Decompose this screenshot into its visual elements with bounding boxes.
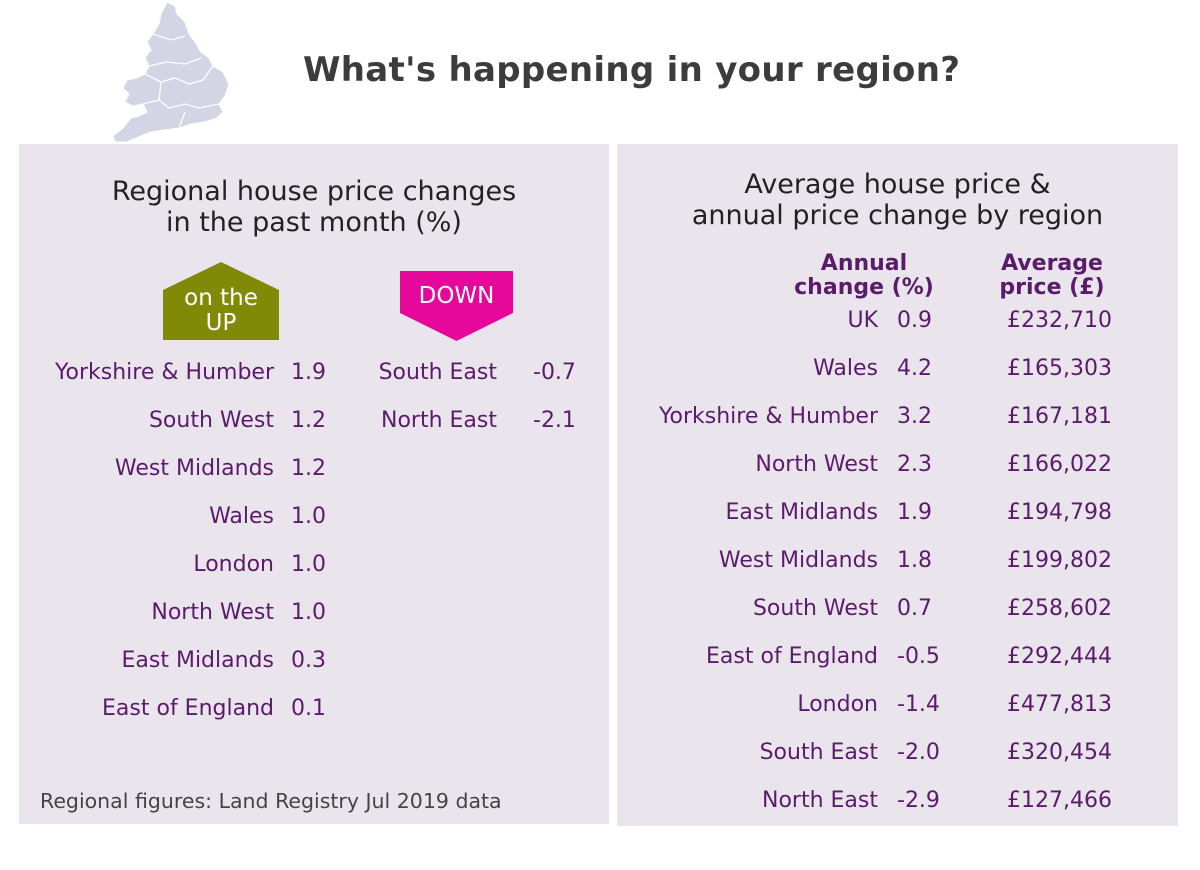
annual-change-header: Annual change (%)	[789, 252, 939, 300]
average-price: £477,813	[1007, 692, 1112, 717]
region-name: East Midlands	[725, 500, 879, 525]
change-value: 1.0	[291, 552, 326, 577]
annual-change: 2.3	[897, 452, 932, 477]
monthly-title-line2: in the past month (%)	[166, 207, 462, 238]
list-item: North East -2.1	[19, 406, 609, 436]
table-row: West Midlands 1.8 £199,802	[617, 546, 1178, 576]
up-badge-line2: UP	[205, 310, 237, 336]
table-row: South West 0.7 £258,602	[617, 594, 1178, 624]
annual-change: 1.9	[897, 500, 932, 525]
list-item: West Midlands 1.2	[19, 454, 609, 484]
change-value: 1.9	[291, 360, 326, 385]
average-price: £320,454	[1007, 740, 1112, 765]
up-badge-label: on the UP	[163, 286, 279, 336]
monthly-title-line1: Regional house price changes	[111, 176, 517, 207]
england-wales-map-icon	[112, 1, 230, 143]
average-price: £127,466	[1007, 788, 1112, 813]
change-value: 1.0	[291, 504, 326, 529]
table-row: North East -2.9 £127,466	[617, 786, 1178, 816]
region-name: West Midlands	[718, 548, 878, 573]
annual-panel-title: Average house price & annual price chang…	[617, 169, 1178, 231]
list-item: Yorkshire & Humber 1.9	[19, 358, 609, 388]
table-row: London -1.4 £477,813	[617, 690, 1178, 720]
down-arrow-icon	[400, 271, 513, 341]
change-header-line1: Annual	[820, 251, 908, 276]
price-header-line1: Average	[1001, 251, 1103, 276]
annual-change: -1.4	[897, 692, 940, 717]
list-item: East Midlands 0.3	[19, 646, 609, 676]
price-header-line2: price (£)	[999, 275, 1105, 300]
table-row: North West 2.3 £166,022	[617, 450, 1178, 480]
region-name: North East	[381, 408, 497, 433]
change-value: 1.2	[291, 408, 326, 433]
table-row: South East -2.0 £320,454	[617, 738, 1178, 768]
down-badge-label: DOWN	[418, 283, 495, 309]
change-value: 1.0	[291, 600, 326, 625]
average-price: £232,710	[1007, 308, 1112, 333]
table-row: East Midlands 1.9 £194,798	[617, 498, 1178, 528]
average-price: £199,802	[1007, 548, 1112, 573]
region-name: Wales	[813, 356, 878, 381]
average-price: £292,444	[1007, 644, 1112, 669]
change-value: -0.7	[533, 360, 576, 385]
average-price: £166,022	[1007, 452, 1112, 477]
list-item: East of England 0.1	[19, 694, 609, 724]
region-name: North East	[762, 788, 878, 813]
monthly-panel-title: Regional house price changes in the past…	[19, 176, 609, 238]
region-name: South East	[378, 360, 497, 385]
region-name: Wales	[209, 504, 274, 529]
up-arrow-icon	[163, 262, 279, 340]
average-price: £165,303	[1007, 356, 1112, 381]
annual-change: 1.8	[897, 548, 932, 573]
annual-title-line1: Average house price &	[744, 169, 1051, 200]
region-name: East of England	[102, 696, 274, 721]
down-badge: DOWN	[400, 271, 513, 341]
source-note: Regional figures: Land Registry Jul 2019…	[40, 789, 502, 813]
region-name: South West	[148, 408, 274, 433]
region-name: East Midlands	[121, 648, 275, 673]
monthly-change-panel: Regional house price changes in the past…	[19, 144, 609, 824]
list-item: South West 1.2	[19, 406, 609, 436]
annual-change-panel: Average house price & annual price chang…	[617, 144, 1178, 826]
region-name: UK	[847, 308, 878, 333]
list-item: London 1.0	[19, 550, 609, 580]
change-value: 0.1	[291, 696, 326, 721]
region-name: London	[797, 692, 878, 717]
change-value: -2.1	[533, 408, 576, 433]
region-name: South West	[752, 596, 878, 621]
region-name: Yorkshire & Humber	[659, 404, 878, 429]
list-item: South East -0.7	[19, 358, 609, 388]
change-value: 0.3	[291, 648, 326, 673]
annual-change: 0.7	[897, 596, 932, 621]
annual-change: -2.9	[897, 788, 940, 813]
region-name: South East	[759, 740, 878, 765]
annual-change: 0.9	[897, 308, 932, 333]
up-badge-line1: on the	[184, 285, 258, 311]
table-row: UK 0.9 £232,710	[617, 306, 1178, 336]
list-item: North West 1.0	[19, 598, 609, 628]
region-name: North West	[755, 452, 878, 477]
average-price: £258,602	[1007, 596, 1112, 621]
table-row: East of England -0.5 £292,444	[617, 642, 1178, 672]
annual-change: 3.2	[897, 404, 932, 429]
list-item: Wales 1.0	[19, 502, 609, 532]
annual-change: -0.5	[897, 644, 940, 669]
average-price: £194,798	[1007, 500, 1112, 525]
region-name: London	[193, 552, 274, 577]
table-row: Wales 4.2 £165,303	[617, 354, 1178, 384]
page-title: What's happening in your region?	[303, 50, 961, 90]
annual-title-line2: annual price change by region	[691, 200, 1104, 231]
table-row: Yorkshire & Humber 3.2 £167,181	[617, 402, 1178, 432]
average-price-header: Average price (£)	[987, 252, 1117, 300]
change-value: 1.2	[291, 456, 326, 481]
average-price: £167,181	[1007, 404, 1112, 429]
annual-change: 4.2	[897, 356, 932, 381]
region-name: Yorkshire & Humber	[55, 360, 274, 385]
on-the-up-badge: on the UP	[163, 262, 279, 340]
region-name: North West	[151, 600, 274, 625]
annual-change: -2.0	[897, 740, 940, 765]
change-header-line2: change (%)	[794, 275, 934, 300]
region-name: East of England	[706, 644, 878, 669]
region-name: West Midlands	[114, 456, 274, 481]
